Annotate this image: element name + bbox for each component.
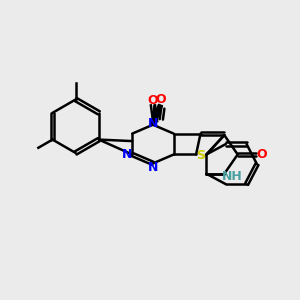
Text: S: S: [196, 149, 205, 162]
Text: O: O: [148, 94, 158, 107]
Text: NH: NH: [222, 170, 243, 183]
Text: O: O: [155, 93, 166, 106]
Text: N: N: [122, 148, 132, 161]
Text: N: N: [148, 161, 158, 174]
Text: O: O: [256, 148, 267, 161]
Text: N: N: [148, 117, 158, 130]
